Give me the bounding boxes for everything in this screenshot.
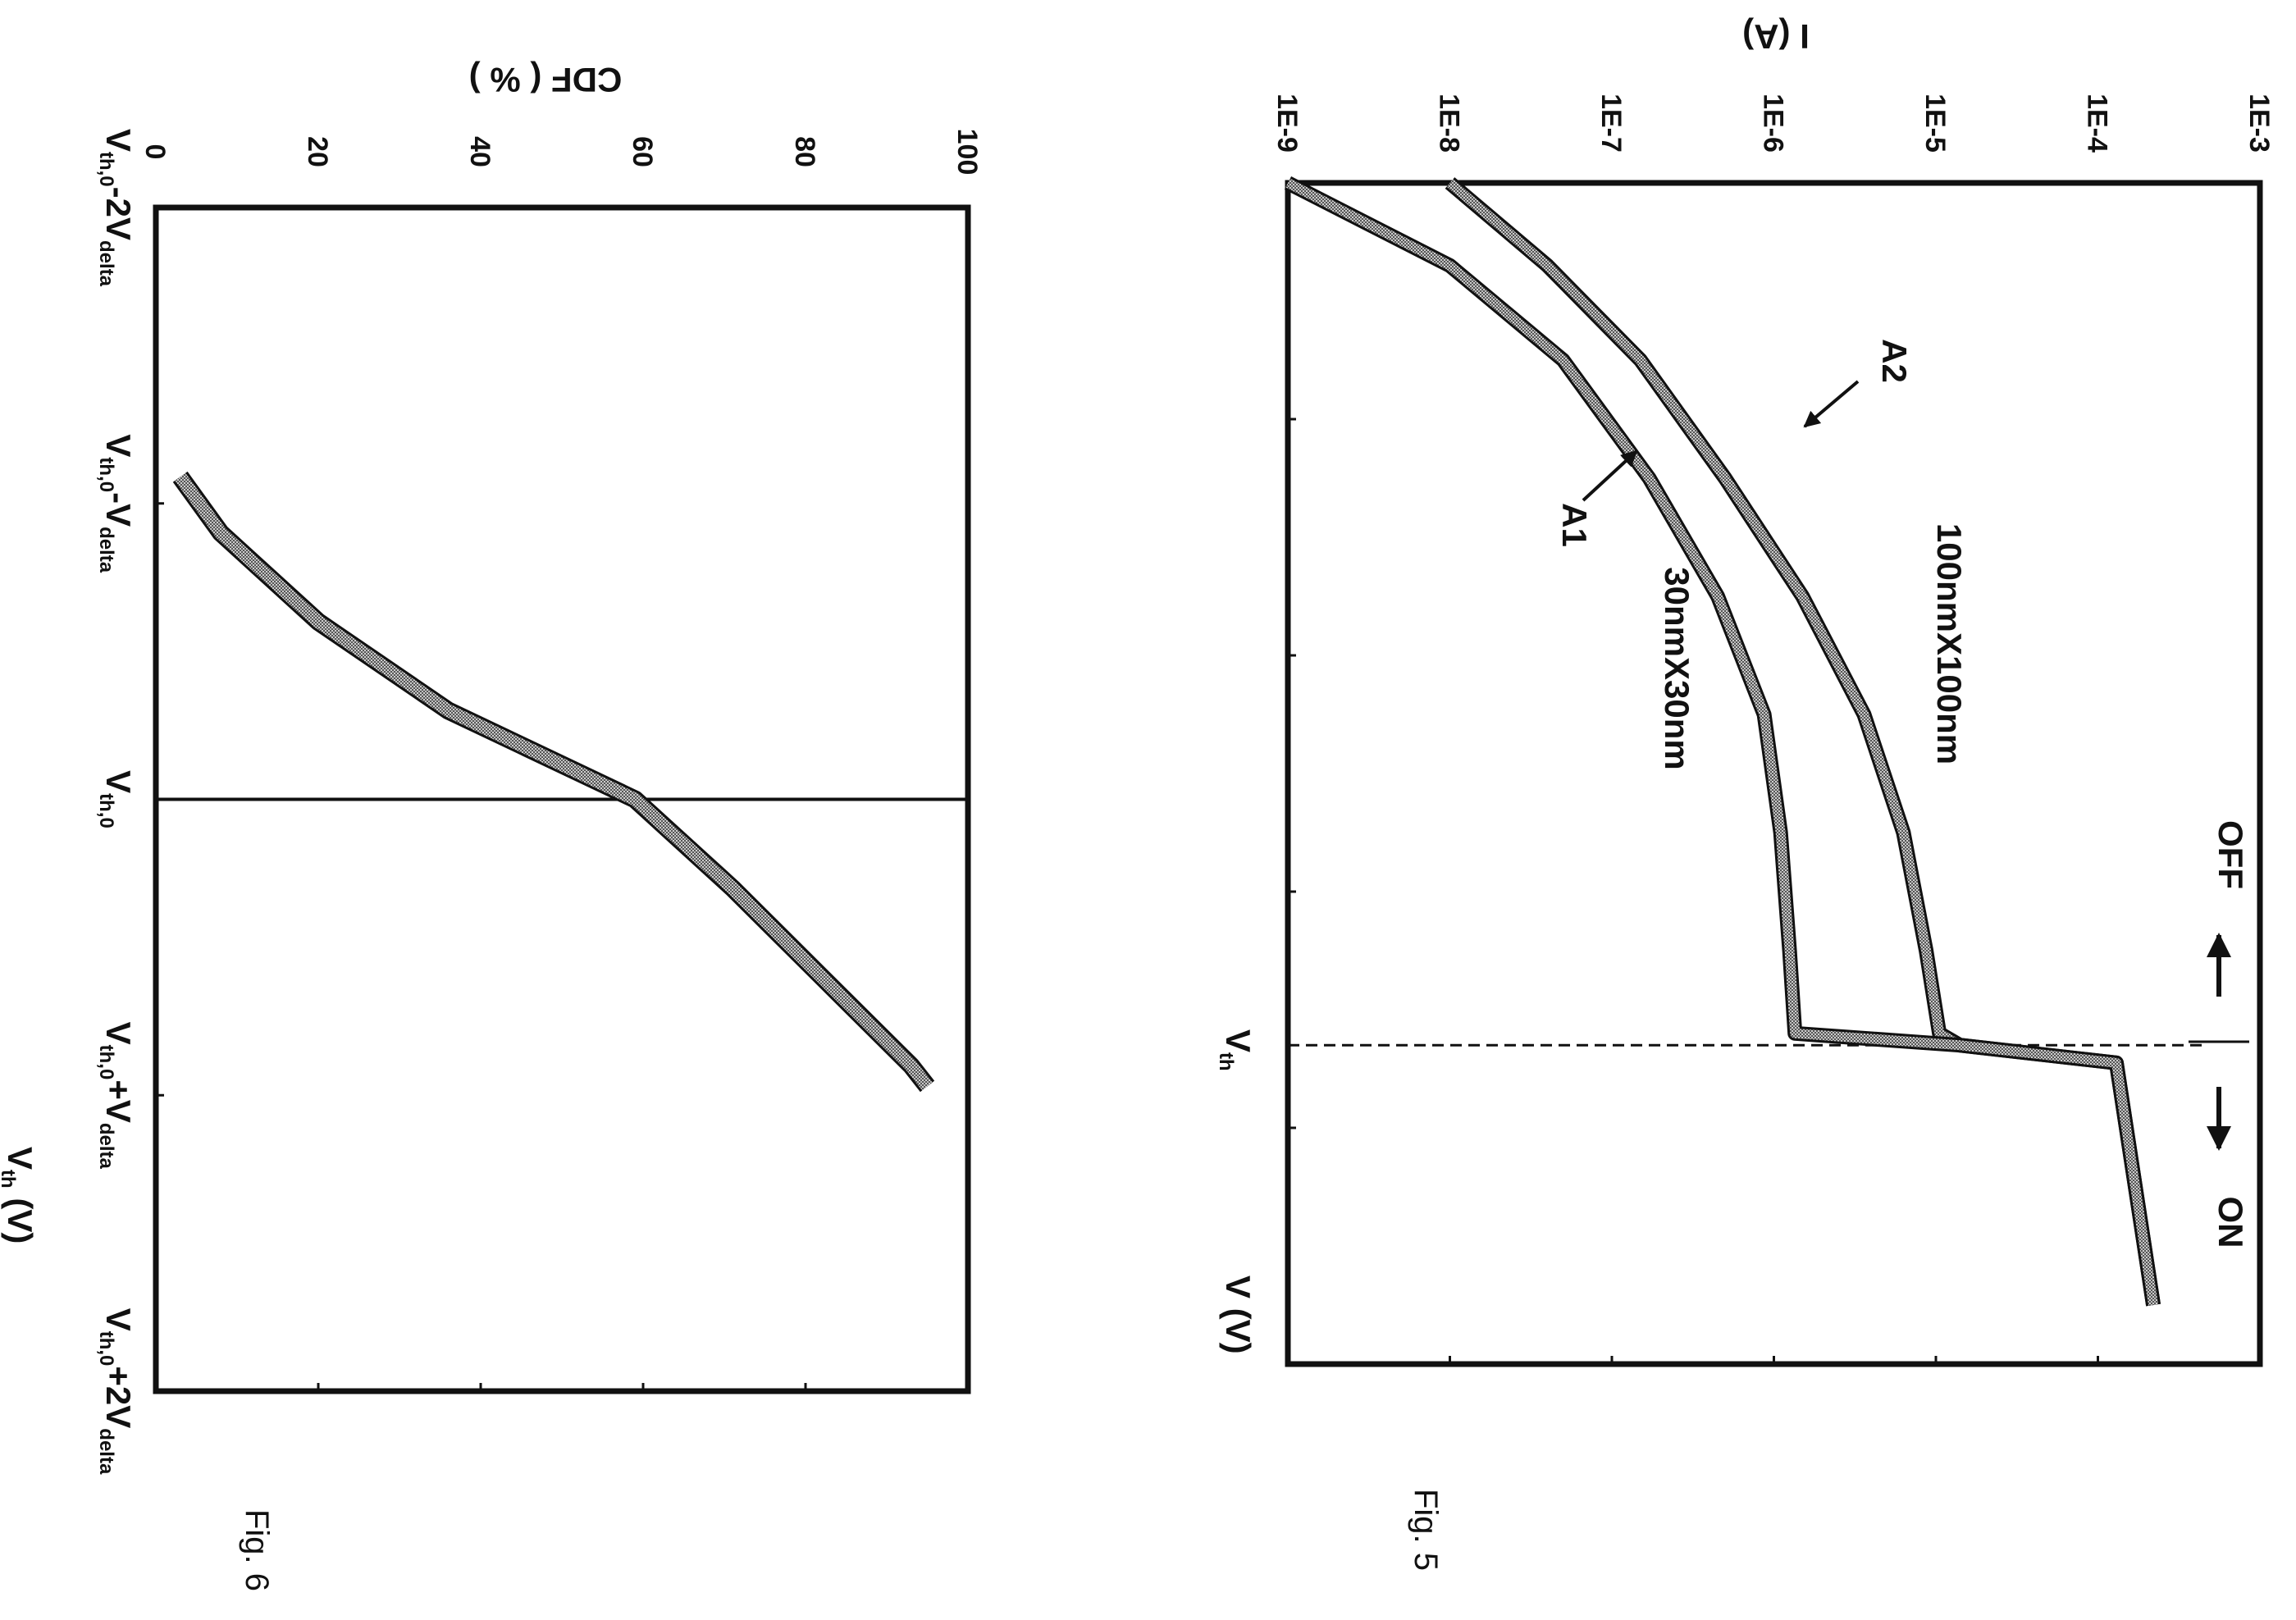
fig6-cdf-outline — [172, 471, 935, 1093]
fig5-series-group — [1284, 176, 2161, 1307]
fig6-x-tick-label: Vth,0-Vdelta — [95, 434, 138, 573]
fig5-y-tick-label: 1E-3 — [2244, 94, 2275, 153]
fig5-vth-label: Vth — [1215, 1029, 1258, 1071]
fig5-series-line-a1 — [1285, 178, 2159, 1306]
fig6-x-tick-label: Vth,0+2Vdelta — [95, 1308, 138, 1475]
fig6-y-tick-label: 100 — [952, 129, 983, 176]
fig6-series-group — [172, 471, 935, 1093]
fig5-a2-arrow-icon — [1803, 380, 1860, 428]
fig5-chart: 1E-9 1E-8 1E-7 1E-6 1E-5 1E-4 1E-3 I (A) V (V)… — [1215, 17, 2275, 1571]
fig5-x-axis-title: V (V) — [1219, 1275, 1258, 1354]
fig6-y-axis-title: CDF ( % ) — [469, 61, 623, 99]
fig6-caption: Fig. 6 — [239, 1509, 275, 1591]
fig6-y-tick-label: 40 — [464, 136, 495, 167]
fig5-y-axis-title: I (A) — [1742, 17, 1810, 56]
fig6-x-axis-title: Vth (V) — [0, 1147, 39, 1244]
fig5-y-tick-label: 1E-4 — [2082, 94, 2113, 153]
fig6-y-tick-label: 0 — [139, 144, 171, 160]
fig6-chart: 0 20 40 60 80 100 Vth,0-2VdeltaVth,0-VdeltaVt… — [0, 61, 983, 1591]
fig6-x-tick-label: Vth,0-2Vdelta — [95, 129, 138, 287]
fig5-y-tick-label: 1E-9 — [1271, 94, 1303, 153]
fig6-x-tick-label: Vth,0 — [95, 770, 138, 828]
fig5-a1-label: A1 — [1555, 503, 1594, 547]
fig5-on-label: ON — [2212, 1197, 2250, 1248]
fig6-x-ticks: Vth,0-2Vdelta Vth,0-Vdelta Vth,0 Vth,0+Vdel… — [95, 129, 164, 1475]
fig6-y-ticks: 0 20 40 60 80 100 — [139, 129, 983, 1391]
fig6-y-tick-label: 60 — [627, 136, 658, 167]
fig5-series-outline — [1284, 176, 2161, 1307]
fig5-a2-label: A2 — [1875, 339, 1914, 383]
fig5-y-tick-label: 1E-5 — [1919, 94, 1951, 153]
fig5-a1-arrow-icon — [1582, 449, 1638, 502]
fig6-cdf-line — [175, 472, 933, 1091]
fig5-y-tick-label: 1E-6 — [1758, 94, 1789, 153]
fig5-series-label-a1: 30nmX30nm — [1658, 567, 1696, 769]
fig6-y-tick-label: 80 — [789, 136, 820, 167]
fig5-caption: Fig. 5 — [1408, 1489, 1444, 1571]
fig5-y-ticks: 1E-9 1E-8 1E-7 1E-6 1E-5 1E-4 1E-3 — [1271, 94, 2275, 1364]
fig5-off-label: OFF — [2212, 820, 2250, 889]
fig6-y-tick-label: 20 — [302, 136, 333, 167]
fig5-y-tick-label: 1E-8 — [1434, 94, 1465, 153]
fig6-x-tick-label: Vth,0+Vdelta — [95, 1022, 138, 1170]
fig5-y-tick-label: 1E-7 — [1595, 94, 1627, 153]
fig5-series-label-a2: 100nmX100nm — [1930, 523, 1969, 764]
